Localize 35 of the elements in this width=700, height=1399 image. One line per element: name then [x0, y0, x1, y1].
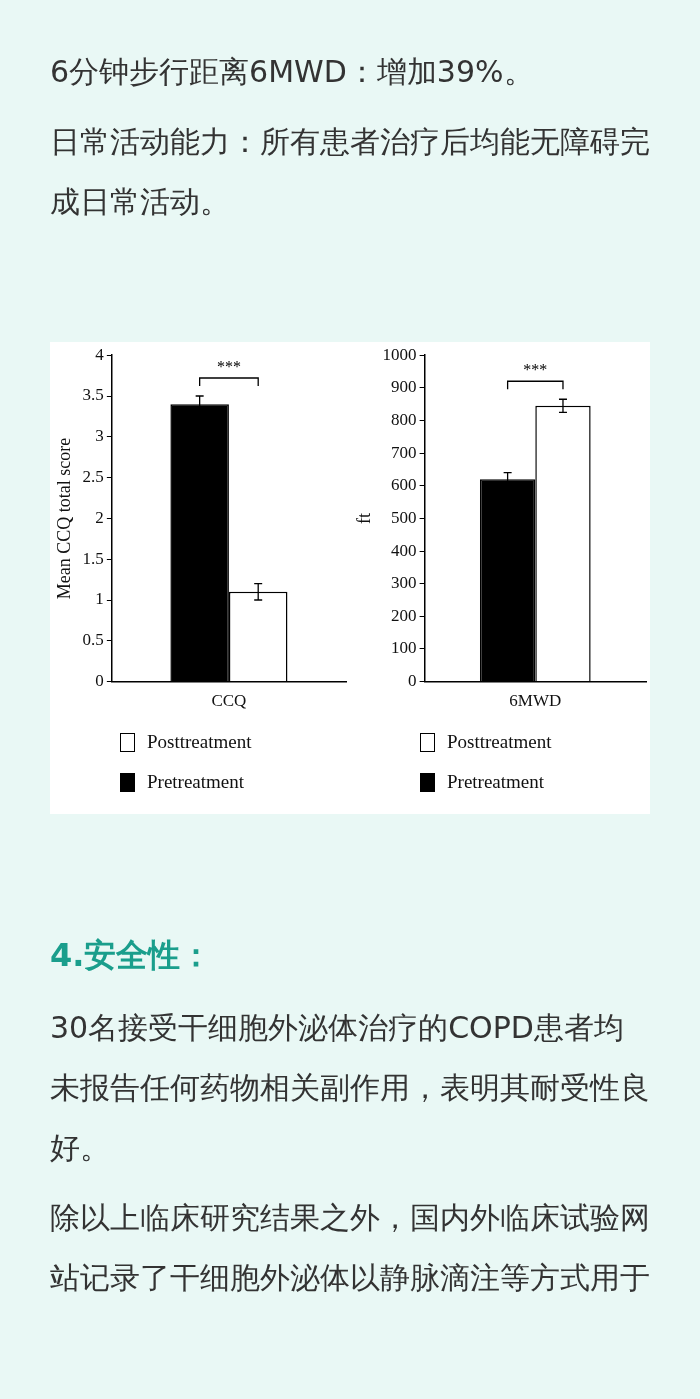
- y-tick-label: 400: [391, 540, 417, 560]
- annotation: ***: [216, 358, 241, 376]
- y-tick-label: 200: [391, 605, 417, 625]
- y-tick-label: 1000: [382, 344, 417, 364]
- y-tick-label: 3.5: [82, 385, 104, 405]
- text: 除以上临床研究结果之外，国内外临床试验网站记录了干细胞外泌体以静脉滴注等方式用于: [50, 1199, 650, 1297]
- text: 日常活动能力：所有患者治疗后均能无障碍完成日常活动。: [50, 123, 650, 221]
- y-tick-label: 2.5: [82, 467, 104, 487]
- text: 30名接受干细胞外泌体治疗的COPD患者均未报告任何药物相关副作用，表明其耐受性良好。: [50, 1009, 650, 1167]
- legend-label: Posttreatment: [147, 731, 252, 753]
- legend-label: Posttreatment: [447, 731, 552, 753]
- y-tick-label: 100: [391, 638, 417, 658]
- x-tick-label: CCQ: [211, 691, 247, 711]
- x-tick-label: 6MWD: [509, 691, 562, 711]
- y-tick-label: 300: [391, 573, 417, 593]
- text: 6分钟步行距离6MWD：增加39%。: [50, 53, 535, 91]
- y-tick-label: 800: [391, 409, 417, 429]
- y-axis-title: Mean CCQ total score: [53, 437, 74, 600]
- y-tick-label: 500: [391, 507, 417, 527]
- legend-label: Pretreatment: [447, 771, 545, 793]
- legend-label: Pretreatment: [147, 771, 245, 793]
- y-tick-label: 600: [391, 475, 417, 495]
- y-tick-label: 3: [95, 426, 104, 446]
- annotation: ***: [523, 361, 548, 379]
- y-tick-label: 0.5: [82, 630, 104, 650]
- y-tick-label: 2: [95, 507, 104, 527]
- y-tick-label: 700: [391, 442, 417, 462]
- y-tick-label: 0: [95, 671, 104, 691]
- y-tick-label: 1.5: [82, 548, 104, 568]
- y-axis-title: ft: [353, 512, 374, 524]
- y-tick-label: 900: [391, 377, 417, 397]
- y-tick-label: 1: [95, 589, 104, 609]
- text: 4.安全性：: [50, 935, 214, 976]
- y-tick-label: 0: [408, 671, 417, 691]
- y-tick-label: 4: [95, 344, 105, 364]
